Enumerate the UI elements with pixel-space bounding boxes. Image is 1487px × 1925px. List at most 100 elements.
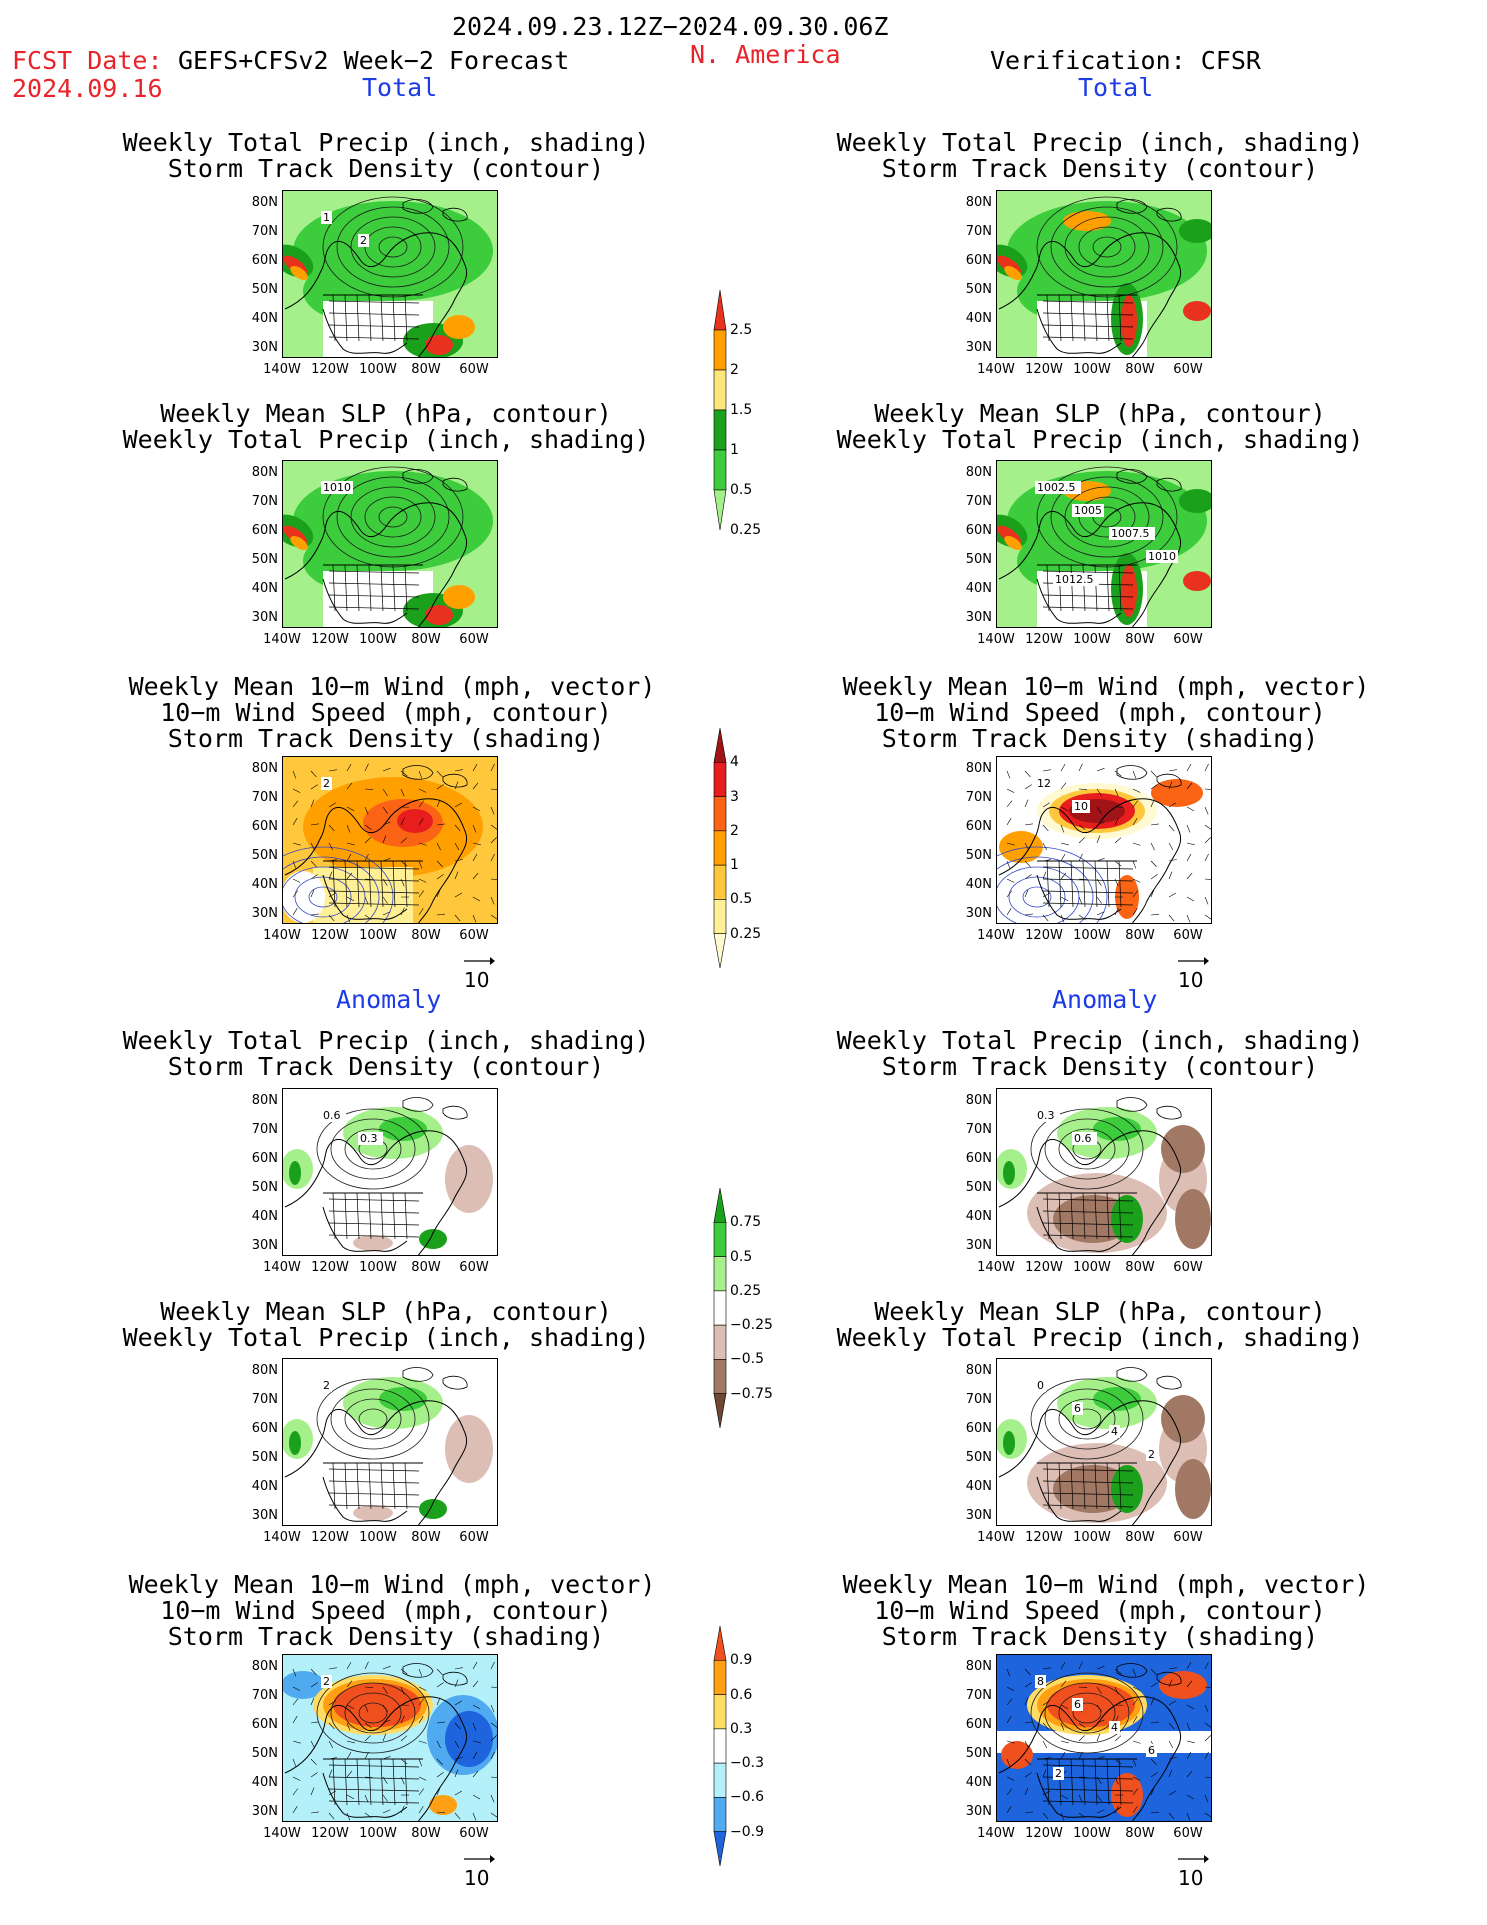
lon-tick-label: 140W <box>977 632 1015 647</box>
svg-text:0.6: 0.6 <box>323 1109 341 1122</box>
contour-label: 2 <box>321 777 332 790</box>
lat-tick-label: 60N <box>965 1421 992 1436</box>
lat-tick-label: 30N <box>965 340 992 355</box>
colorbar-tick-label: 0.25 <box>730 522 762 538</box>
title-obs-total-wind-2: 10−m Wind Speed (mph, contour) <box>874 698 1326 727</box>
map-fcst-total-slp: 1010 <box>282 460 498 628</box>
colorbar-segment <box>713 1762 727 1798</box>
svg-text:6: 6 <box>1074 1402 1081 1415</box>
colorbar-segment <box>713 1290 727 1326</box>
colorbar-segment <box>713 369 727 411</box>
contour-label: 1012.5 <box>1053 573 1099 586</box>
lon-tick-label: 120W <box>311 928 349 943</box>
lat-tick-label: 80N <box>251 1093 278 1108</box>
lon-tick-label: 60W <box>1173 632 1203 647</box>
title-fcst-total-precip-2: Storm Track Density (contour) <box>167 154 605 183</box>
colorbar-tick-label: 4 <box>730 754 739 771</box>
lon-tick-label: 80W <box>411 362 441 377</box>
lat-tick-label: 30N <box>251 610 278 625</box>
contour-label: 1010 <box>1146 550 1178 563</box>
lon-tick-label: 80W <box>411 1260 441 1275</box>
colorbar-segment <box>713 1728 727 1764</box>
lat-tick-label: 40N <box>965 1479 992 1494</box>
lon-tick-label: 140W <box>263 632 301 647</box>
vector-ref-obs-anom: 10 <box>1178 1855 1209 1890</box>
title-obs-total-precip-2: Storm Track Density (contour) <box>881 154 1319 183</box>
colorbar-segment <box>713 1221 727 1257</box>
lat-tick-label: 80N <box>965 1093 992 1108</box>
title-fcst-anom-wind-3: Storm Track Density (shading) <box>167 1622 605 1651</box>
lat-tick-label: 40N <box>965 1775 992 1790</box>
lon-tick-label: 80W <box>411 928 441 943</box>
lon-tick-label: 120W <box>311 632 349 647</box>
lon-tick-label: 80W <box>411 1530 441 1545</box>
colorbar-tick-label: 2 <box>730 362 739 378</box>
svg-text:6: 6 <box>1148 1744 1155 1757</box>
svg-text:0.3: 0.3 <box>360 1132 378 1145</box>
colorbar-tick-label: 2.5 <box>730 322 753 338</box>
colorbar-segment <box>713 329 727 371</box>
colorbar-segment <box>713 409 727 451</box>
lon-tick-label: 80W <box>1125 1530 1155 1545</box>
lon-tick-label: 120W <box>1025 1530 1063 1545</box>
lon-tick-label: 80W <box>1125 928 1155 943</box>
svg-text:1007.5: 1007.5 <box>1111 527 1150 540</box>
title-obs-anom-precip-1: Weekly Total Precip (inch, shading) <box>836 1026 1364 1055</box>
colorbar-tick-label: −0.6 <box>730 1789 764 1806</box>
lon-tick-label: 120W <box>311 1260 349 1275</box>
lon-tick-label: 80W <box>1125 362 1155 377</box>
fcst-date-label: FCST Date: <box>12 46 163 75</box>
svg-text:0.3: 0.3 <box>1037 1109 1055 1122</box>
svg-text:2: 2 <box>1148 1448 1155 1461</box>
colorbar-tick-label: 0.3 <box>730 1720 753 1737</box>
lon-tick-label: 120W <box>1025 1260 1063 1275</box>
contour-label: 1005 <box>1072 504 1104 517</box>
colorbar-segment <box>713 1256 727 1292</box>
colorbar-precip-total <box>713 289 727 531</box>
svg-text:1012.5: 1012.5 <box>1055 573 1094 586</box>
lon-tick-label: 140W <box>263 928 301 943</box>
lon-tick-label: 100W <box>1073 632 1111 647</box>
forecast-period: 2024.09.23.12Z−2024.09.30.06Z <box>452 12 889 41</box>
contour-label: 0 <box>1035 1379 1046 1392</box>
lon-tick-label: 60W <box>1173 928 1203 943</box>
title-fcst-anom-precip-1: Weekly Total Precip (inch, shading) <box>122 1026 650 1055</box>
lat-tick-label: 80N <box>251 1659 278 1674</box>
lon-tick-label: 120W <box>1025 362 1063 377</box>
colorbar-segment <box>713 1187 727 1223</box>
lat-tick-label: 50N <box>965 1450 992 1465</box>
svg-text:0: 0 <box>1037 1379 1044 1392</box>
lon-tick-label: 60W <box>1173 1826 1203 1841</box>
lat-tick-label: 70N <box>251 790 278 805</box>
colorbar-tick-label: −0.75 <box>730 1385 773 1402</box>
svg-text:4: 4 <box>1111 1425 1118 1438</box>
contour-label: 0.6 <box>321 1109 346 1122</box>
title-fcst-total-wind-1: Weekly Mean 10−m Wind (mph, vector) <box>128 672 656 701</box>
svg-text:6: 6 <box>1074 1698 1081 1711</box>
title-fcst-anom-slp-2: Weekly Total Precip (inch, shading) <box>122 1323 650 1352</box>
lat-tick-label: 30N <box>251 1508 278 1523</box>
lon-tick-label: 80W <box>1125 1826 1155 1841</box>
lat-tick-label: 50N <box>965 848 992 863</box>
lat-tick-label: 70N <box>251 1392 278 1407</box>
lat-tick-label: 80N <box>251 1363 278 1378</box>
lon-tick-label: 140W <box>977 1530 1015 1545</box>
map-fcst-anom-precip: 0.6 0.3 <box>282 1088 498 1256</box>
colorbar-segment <box>713 933 727 969</box>
lat-tick-label: 40N <box>251 311 278 326</box>
map-obs-total-slp: 1002.5 1005 1007.5 1010 1012.5 <box>996 460 1212 628</box>
lat-tick-label: 60N <box>965 523 992 538</box>
lon-tick-label: 100W <box>1073 1530 1111 1545</box>
lat-tick-label: 60N <box>251 253 278 268</box>
lat-tick-label: 70N <box>251 1688 278 1703</box>
lat-tick-label: 40N <box>251 581 278 596</box>
colorbar-tick-label: 3 <box>730 788 739 805</box>
lat-tick-label: 80N <box>965 195 992 210</box>
lon-tick-label: 140W <box>977 1260 1015 1275</box>
lat-tick-label: 60N <box>251 1421 278 1436</box>
lat-tick-label: 80N <box>965 1363 992 1378</box>
lat-tick-label: 60N <box>965 253 992 268</box>
map-obs-total-wind: 12 10 <box>996 756 1212 924</box>
lat-tick-label: 50N <box>965 552 992 567</box>
